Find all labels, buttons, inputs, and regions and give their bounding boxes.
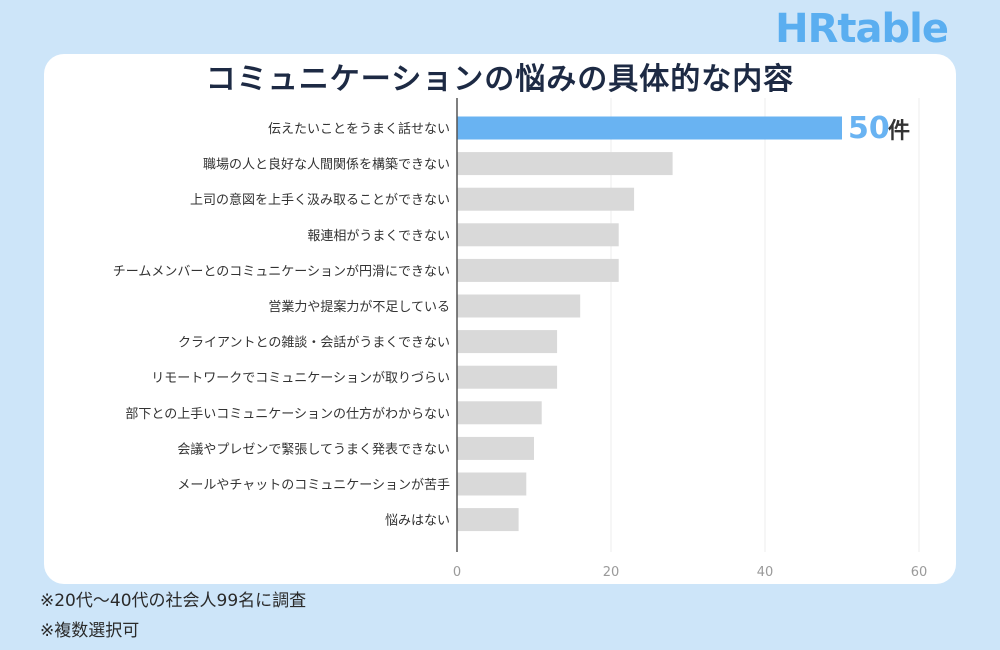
brand-logo: HRtable (775, 6, 949, 52)
bar-12 (457, 508, 519, 532)
chart-title: コミュニケーションの悩みの具体的な内容 (205, 62, 795, 97)
category-label-3: 上司の意図を上手く汲み取ることができない (190, 192, 450, 208)
bar-11 (457, 472, 527, 496)
bar-7 (457, 330, 558, 354)
bar-8 (457, 365, 558, 389)
bar-9 (457, 401, 542, 425)
bar-6 (457, 294, 581, 318)
footnote-multiple-choice: ※複数選択可 (40, 621, 140, 641)
category-label-1: 伝えたいことをうまく話せない (268, 121, 450, 137)
bar-1 (457, 116, 842, 140)
bar-10 (457, 436, 534, 460)
category-label-5: チームメンバーとのコミュニケーションが円滑にできない (113, 264, 450, 279)
chart-card: コミュニケーションの悩みの具体的な内容 0 20 40 60 伝えたいことをうまく話せな… (44, 54, 956, 584)
x-tick-label-40: 40 (757, 565, 774, 580)
category-label-12: 悩みはない (385, 514, 450, 529)
category-label-8: リモートワークでコミュニケーションが取りづらい (151, 371, 450, 386)
category-label-7: クライアントとの雑談・会話がうまくできない (178, 335, 450, 351)
footnote-survey: ※20代〜40代の社会人99名に調査 (40, 591, 307, 611)
x-tick-label-60: 60 (911, 565, 928, 580)
category-label-6: 営業力や提案力が不足している (268, 299, 450, 315)
x-tick-label-0: 0 (453, 565, 461, 580)
category-label-9: 部下との上手いコミュニケーションの仕方がわからない (125, 406, 450, 422)
x-tick-label-20: 20 (603, 565, 620, 580)
bar-chart: 0 20 40 60 伝えたいことをうまく話せない職場の人と良好な人間関係を構築できない… (113, 98, 928, 580)
bar-2 (457, 152, 673, 176)
highlight-unit-label: 件 (888, 119, 910, 144)
category-label-2: 職場の人と良好な人間関係を構築できない (203, 157, 450, 173)
highlight-value-label: 50 (848, 111, 890, 146)
bar-3 (457, 187, 635, 211)
category-label-10: 会議やプレゼンで緊張してうまく発表できない (177, 442, 450, 457)
category-label-11: メールやチャットのコミュニケーションが苦手 (177, 477, 450, 493)
bar-5 (457, 258, 619, 282)
bar-4 (457, 223, 619, 247)
category-label-4: 報連相がうまくできない (307, 229, 450, 244)
